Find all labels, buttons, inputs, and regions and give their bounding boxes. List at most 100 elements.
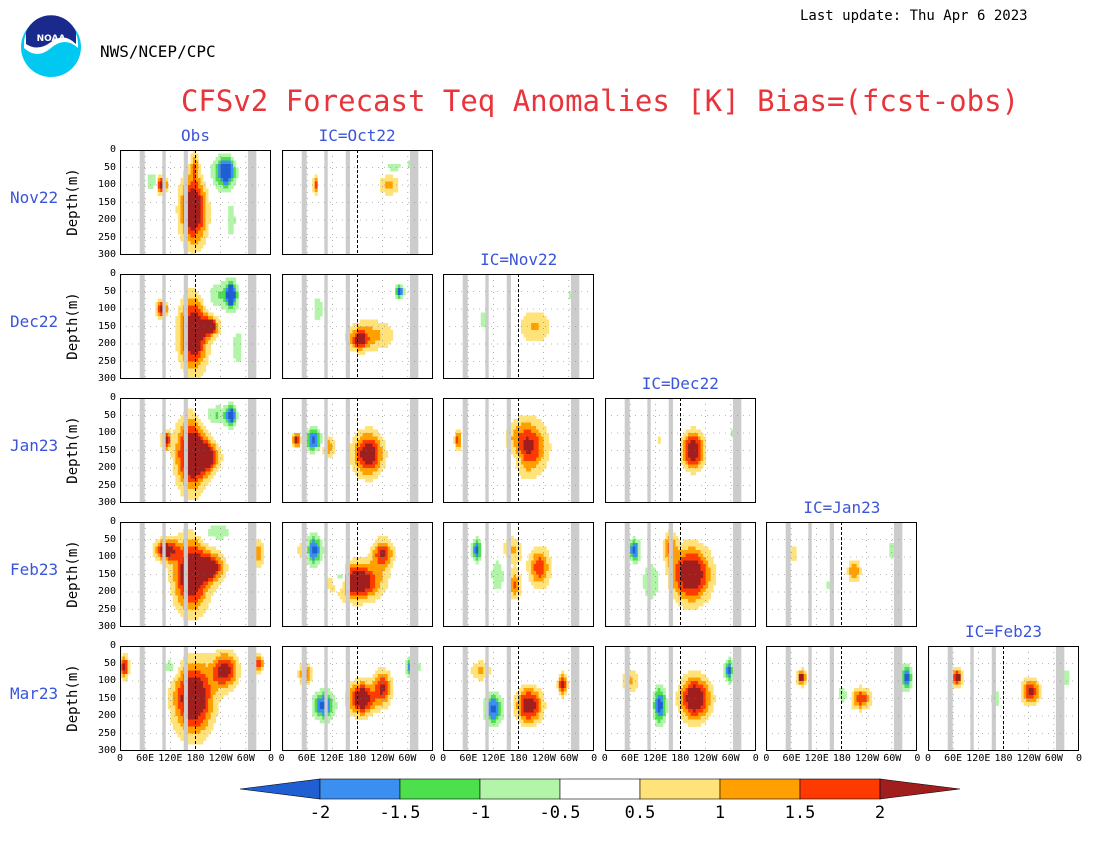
anomaly-cell — [319, 553, 323, 558]
anomaly-cell — [354, 443, 358, 448]
anomaly-cell — [190, 447, 194, 451]
anomaly-cell — [172, 443, 176, 448]
anomaly-cell — [218, 415, 222, 420]
anomaly-cell — [713, 581, 716, 586]
anomaly-cell — [357, 560, 361, 565]
anomaly-cell — [215, 585, 219, 589]
anomaly-cell — [175, 546, 179, 551]
anomaly-cell — [326, 443, 330, 448]
anomaly-cell — [359, 337, 363, 341]
anomaly-cell — [180, 674, 184, 678]
anomaly-cell — [218, 185, 222, 189]
anomaly-cell — [546, 557, 550, 561]
anomaly-cell — [518, 415, 522, 420]
anomaly-cell — [498, 578, 502, 582]
anomaly-cell — [223, 167, 227, 172]
anomaly-cell — [359, 602, 363, 607]
anomaly-cell — [195, 599, 199, 603]
anomaly-cell — [692, 553, 696, 558]
anomaly-cell — [187, 733, 191, 738]
anomaly-cell — [889, 553, 893, 558]
anomaly-cell — [675, 550, 679, 554]
anomaly-cell — [230, 408, 234, 413]
land-mask-band — [139, 646, 145, 751]
anomaly-cell — [205, 475, 209, 479]
anomaly-cell — [354, 464, 358, 469]
anomaly-cell — [316, 702, 320, 706]
anomaly-cell — [213, 695, 217, 699]
anomaly-cell — [195, 440, 199, 444]
anomaly-cell — [695, 606, 699, 610]
anomaly-cell — [672, 567, 676, 572]
anomaly-cell — [180, 567, 184, 572]
anomaly-cell — [369, 698, 373, 703]
anomaly-cell — [528, 571, 532, 575]
anomaly-cell — [233, 422, 237, 427]
anomaly-cell — [379, 181, 383, 186]
anomaly-cell — [180, 234, 184, 238]
anomaly-cell — [223, 564, 227, 568]
anomaly-cell — [367, 326, 371, 331]
anomaly-cell — [230, 164, 234, 168]
anomaly-cell — [341, 585, 345, 589]
anomaly-cell — [200, 316, 204, 320]
anomaly-cell — [177, 216, 181, 221]
anomaly-cell — [372, 471, 376, 476]
anomaly-cell — [195, 153, 199, 158]
anomaly-cell — [215, 185, 219, 189]
anomaly-cell — [195, 227, 199, 231]
anomaly-cell — [357, 709, 361, 713]
anomaly-cell — [160, 188, 164, 193]
anomaly-cell — [187, 571, 191, 575]
anomaly-cell — [697, 599, 701, 603]
anomaly-cell — [687, 429, 691, 434]
anomaly-cell — [180, 223, 184, 228]
anomaly-cell — [319, 539, 323, 544]
anomaly-cell — [258, 656, 262, 661]
anomaly-cell — [364, 468, 368, 472]
anomaly-cell — [357, 457, 361, 462]
anomaly-cell — [215, 553, 219, 558]
anomaly-cell — [326, 695, 330, 699]
anomaly-cell — [359, 712, 363, 717]
anomaly-cell — [213, 670, 217, 675]
anomaly-cell — [672, 574, 676, 579]
anomaly-cell — [374, 595, 378, 600]
anomaly-cell — [359, 347, 363, 352]
anomaly-cell — [352, 333, 355, 338]
anomaly-cell — [379, 323, 383, 327]
anomaly-cell — [203, 719, 206, 724]
anomaly-cell — [180, 489, 184, 493]
anomaly-cell — [387, 557, 391, 561]
anomaly-cell — [531, 436, 535, 441]
anomaly-cell — [692, 447, 696, 451]
land-mask-band — [506, 398, 512, 503]
anomaly-cell — [695, 602, 699, 607]
anomaly-cell — [180, 606, 184, 610]
anomaly-cell — [511, 450, 515, 455]
anomaly-cell — [230, 660, 234, 664]
anomaly-cell — [192, 691, 196, 696]
anomaly-cell — [190, 546, 194, 551]
anomaly-cell — [518, 550, 522, 554]
anomaly-cell — [475, 550, 479, 554]
anomaly-cell — [299, 667, 303, 671]
anomaly-cell — [329, 450, 333, 455]
anomaly-cell — [713, 578, 716, 582]
anomaly-cell — [369, 457, 373, 462]
anomaly-cell — [541, 574, 545, 579]
anomaly-cell — [372, 674, 376, 678]
anomaly-cell — [172, 719, 176, 724]
anomaly-cell — [311, 450, 315, 455]
anomaly-cell — [203, 443, 206, 448]
anomaly-cell — [195, 702, 199, 706]
anomaly-cell — [536, 312, 540, 317]
anomaly-cell — [192, 712, 196, 717]
anomaly-cell — [672, 557, 676, 561]
anomaly-cell — [195, 195, 199, 200]
anomaly-cell — [713, 567, 716, 572]
anomaly-cell — [382, 178, 386, 182]
anomaly-cell — [180, 585, 184, 589]
anomaly-cell — [230, 206, 234, 210]
anomaly-cell — [225, 688, 229, 692]
